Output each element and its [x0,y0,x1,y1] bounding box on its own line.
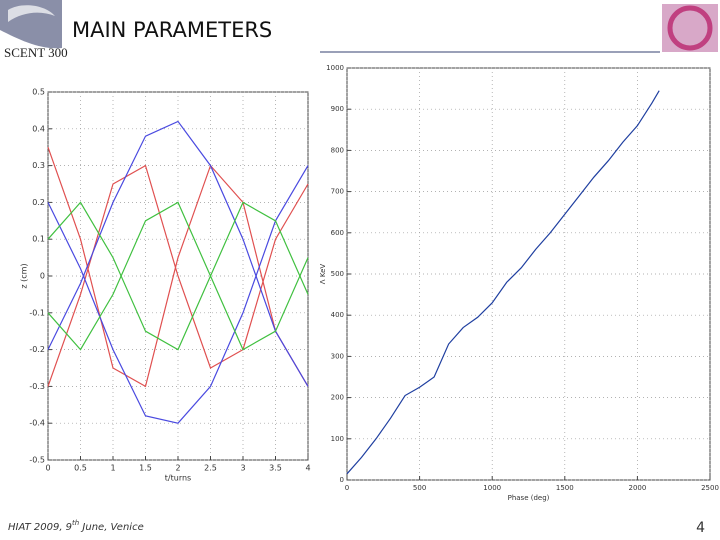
data-line [47,201,309,351]
x-tick-label: 3.5 [269,464,282,473]
y-tick-label: -0.1 [29,308,45,317]
y-tick-label: -0.4 [29,419,45,428]
slide-title: MAIN PARAMETERS [72,18,272,42]
x-tick-label: 1500 [556,484,574,492]
y-axis-label: z (cm) [20,263,29,288]
x-tick-label: 2500 [701,484,719,492]
y-tick-label: 100 [331,435,344,443]
footer-text: June, Venice [79,522,144,533]
data-line [47,147,309,388]
y-tick-label: 0.5 [32,88,45,97]
x-tick-label: 1.5 [139,464,152,473]
y-tick-label: 0.2 [32,198,45,207]
y-tick-label: -0.3 [29,382,45,391]
x-tick-label: 4 [305,464,310,473]
x-tick-label: 0 [45,464,50,473]
y-axis-label: Λ KeV [319,264,327,285]
data-line [47,201,309,351]
logo-text: SCENT 300 [4,45,68,60]
y-tick-label: 200 [331,394,344,402]
x-tick-label: 2.5 [204,464,217,473]
data-line [47,165,309,424]
y-tick-label: -0.2 [29,345,45,354]
footer-superscript: th [72,519,79,527]
footer: HIAT 2009, 9th June, Venice [8,519,144,533]
x-tick-label: 0 [345,484,349,492]
y-tick-label: 0 [40,272,45,281]
y-tick-label: 700 [331,188,344,196]
y-tick-label: -0.5 [29,456,45,465]
x-tick-label: 1 [110,464,115,473]
y-tick-label: 0.3 [32,161,45,170]
x-tick-label: 500 [413,484,426,492]
page-number: 4 [696,520,705,536]
y-tick-label: 900 [331,105,344,113]
y-tick-label: 0 [340,476,344,484]
corner-image-ring [667,5,713,51]
charts: -0.5 -0.4 -0.3 -0.2 -0.1 0 0.1 0.2 0.3 0.4 0.5 0 0.5… [20,64,719,502]
y-tick-label: 300 [331,352,344,360]
y-tick-label: 600 [331,229,344,237]
x-tick-label: 0.5 [74,464,87,473]
y-tick-label: 400 [331,311,344,319]
y-tick-label: 800 [331,146,344,154]
y-tick-label: 1000 [326,64,344,72]
y-tick-label: 500 [331,270,344,278]
x-axis-label: Phase (deg) [508,494,550,502]
data-line [47,120,309,387]
x-tick-label: 2000 [628,484,646,492]
logo-swirl [8,5,55,22]
y-tick-label: 0.4 [32,124,45,133]
data-line [346,90,660,475]
x-tick-label: 1000 [483,484,501,492]
footer-text: HIAT 2009, 9 [8,522,72,533]
x-axis-label: t/turns [165,474,191,483]
y-tick-label: 0.1 [32,235,45,244]
x-tick-label: 2 [175,464,180,473]
x-tick-label: 3 [240,464,245,473]
